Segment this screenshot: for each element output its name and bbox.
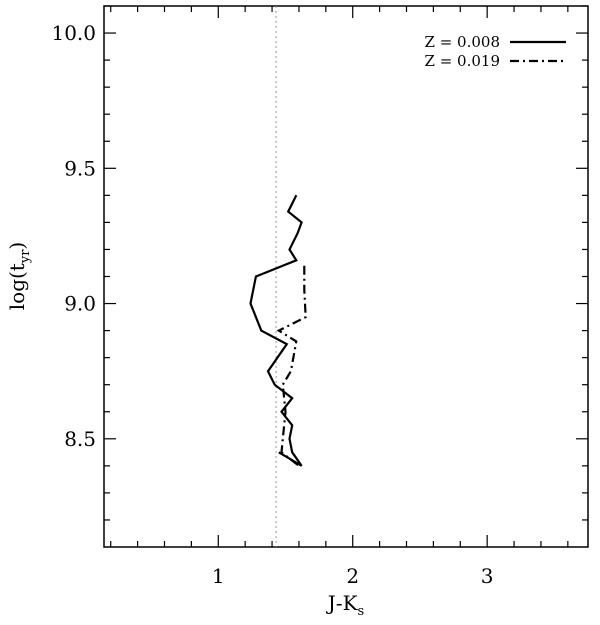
y-axis-label: log(tyr) (5, 242, 33, 310)
y-axis-label-sub: yr (18, 249, 33, 264)
plot-frame (103, 5, 589, 548)
y-tick-label: 8.5 (64, 427, 96, 451)
series-layer (249, 194, 307, 467)
y-tick-label: 9.5 (64, 156, 96, 180)
legend-label-1: Z = 0.008 (425, 33, 500, 51)
ticks: 1 2 3 8.5 9.0 9.5 10.0 (51, 5, 588, 588)
y-axis-label-close: ) (5, 242, 29, 250)
x-tick-label: 1 (212, 564, 225, 588)
y-axis-label-main: log(t (5, 263, 29, 310)
y-tick-label: 10.0 (51, 21, 96, 45)
x-tick-label: 2 (346, 564, 359, 588)
legend-label-2: Z = 0.019 (425, 52, 500, 70)
x-axis-label-sub: s (358, 604, 365, 619)
x-axis-label: J-Ks (326, 591, 364, 619)
series-line-1 (249, 194, 303, 467)
x-axis-label-main: J-K (326, 591, 359, 615)
series-line-2 (276, 265, 307, 467)
y-tick-label: 9.0 (64, 292, 96, 316)
x-tick-label: 3 (481, 564, 494, 588)
